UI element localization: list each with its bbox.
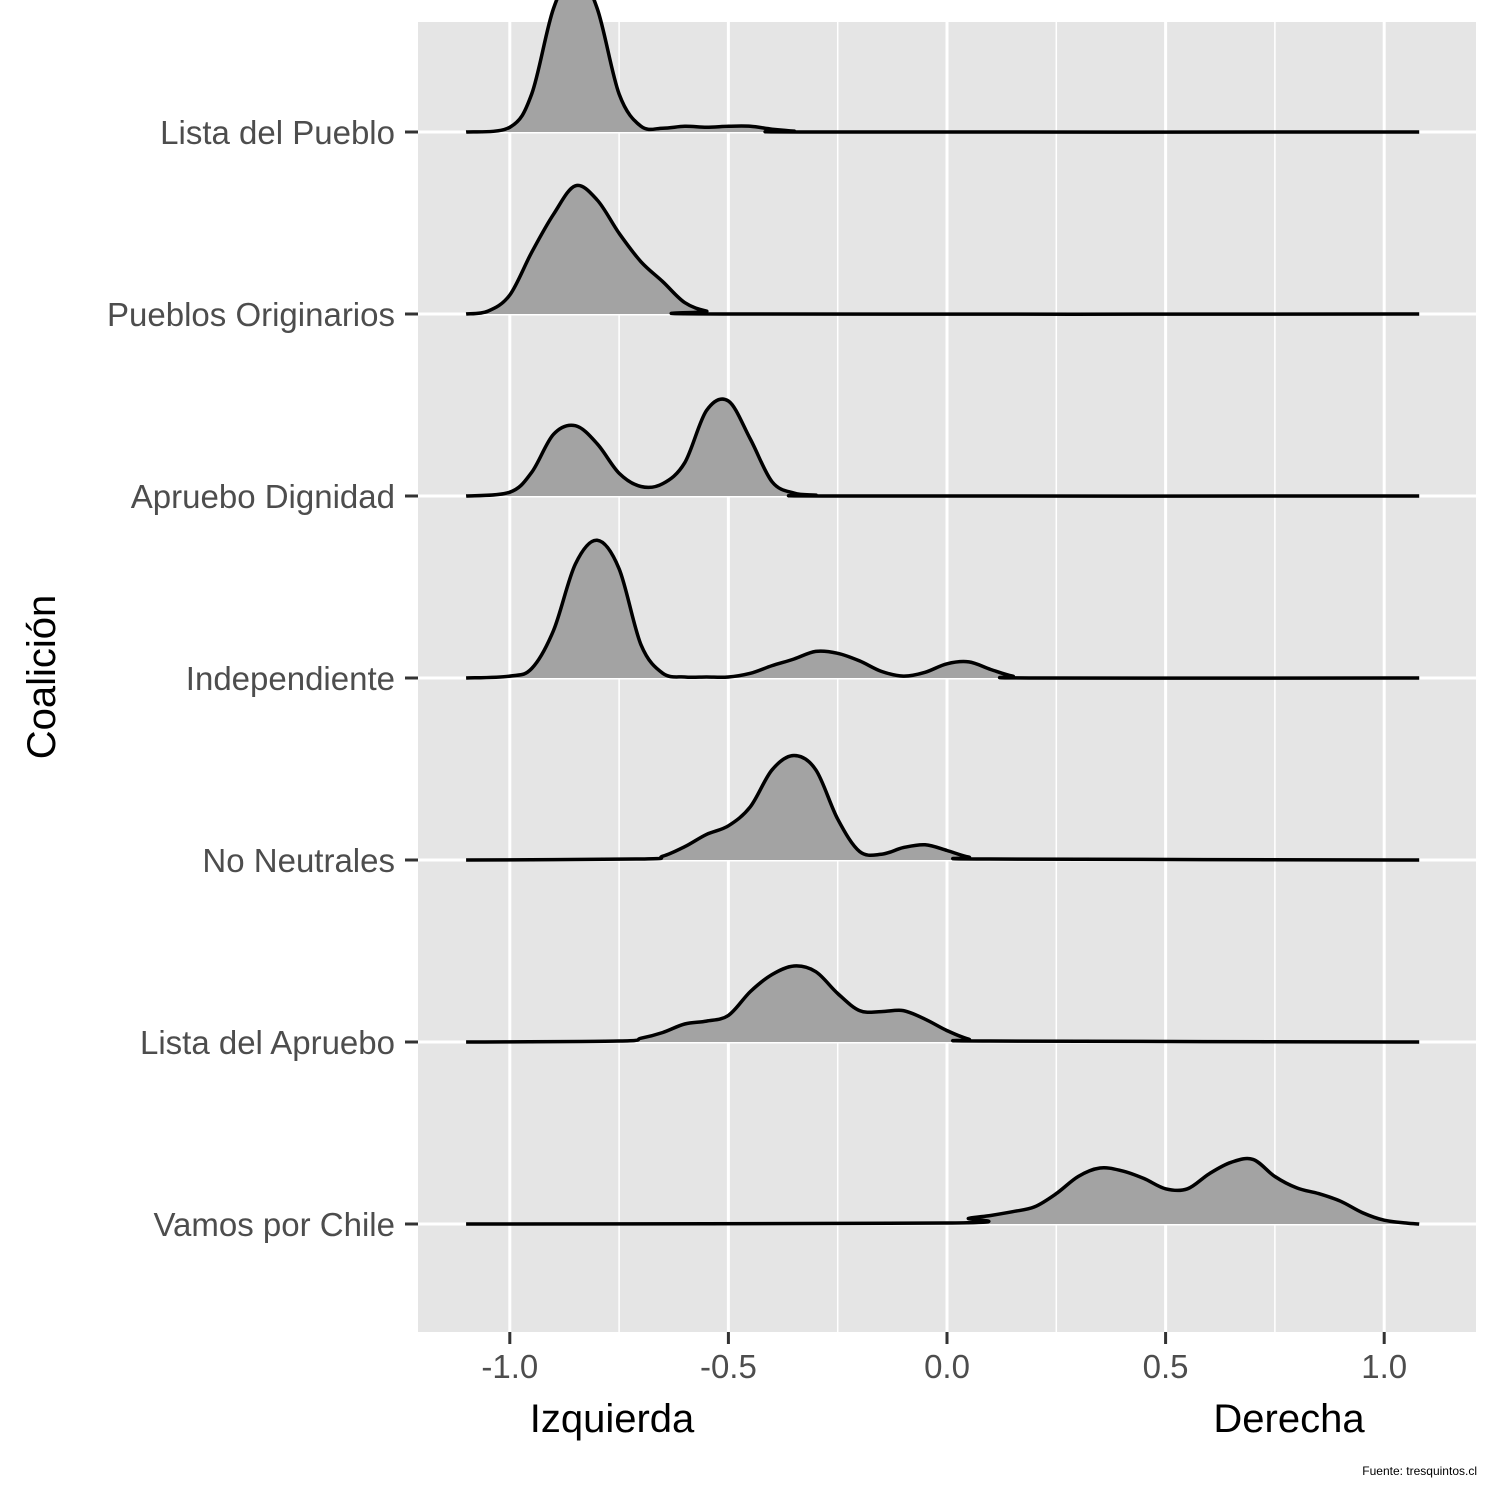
y-tick-label: Independiente <box>186 660 395 697</box>
x-left-end-label: Izquierda <box>530 1397 695 1441</box>
y-tick-label: No Neutrales <box>202 842 395 879</box>
x-tick-label: 1.0 <box>1361 1348 1407 1385</box>
density-line <box>466 964 1420 1044</box>
x-tick-label: 0.5 <box>1143 1348 1189 1385</box>
density-fill <box>466 0 1420 133</box>
density-line <box>466 753 1420 862</box>
source-caption: Fuente: tresquintos.cl <box>1362 1464 1477 1478</box>
density-ridges <box>418 0 1476 1226</box>
density-line <box>466 1156 1420 1226</box>
x-right-end-label: Derecha <box>1213 1397 1365 1441</box>
x-tick-label: -1.0 <box>481 1348 538 1385</box>
density-fill <box>466 540 1420 679</box>
density-line <box>465 397 1420 498</box>
y-tick-label: Lista del Pueblo <box>160 114 395 151</box>
y-axis: Vamos por Chile Lista del Apruebo No Neutr… <box>107 114 418 1243</box>
y-tick-label: Pueblos Originarios <box>107 296 395 333</box>
density-line <box>465 183 1420 316</box>
density-fill <box>466 1158 1420 1224</box>
x-tick-label: -0.5 <box>700 1348 757 1385</box>
y-axis-title: Coalición <box>20 595 64 760</box>
x-tick-label: 0.0 <box>924 1348 970 1385</box>
x-axis: -1.0 -0.5 0.0 0.5 1.0 <box>481 1332 1407 1385</box>
y-tick-label: Apruebo Dignidad <box>131 478 395 515</box>
y-tick-label: Lista del Apruebo <box>140 1024 395 1061</box>
density-line <box>465 0 1420 134</box>
y-tick-label: Vamos por Chile <box>154 1206 396 1243</box>
density-fill <box>466 185 1420 315</box>
density-fill <box>466 399 1420 497</box>
density-line <box>466 538 1420 680</box>
